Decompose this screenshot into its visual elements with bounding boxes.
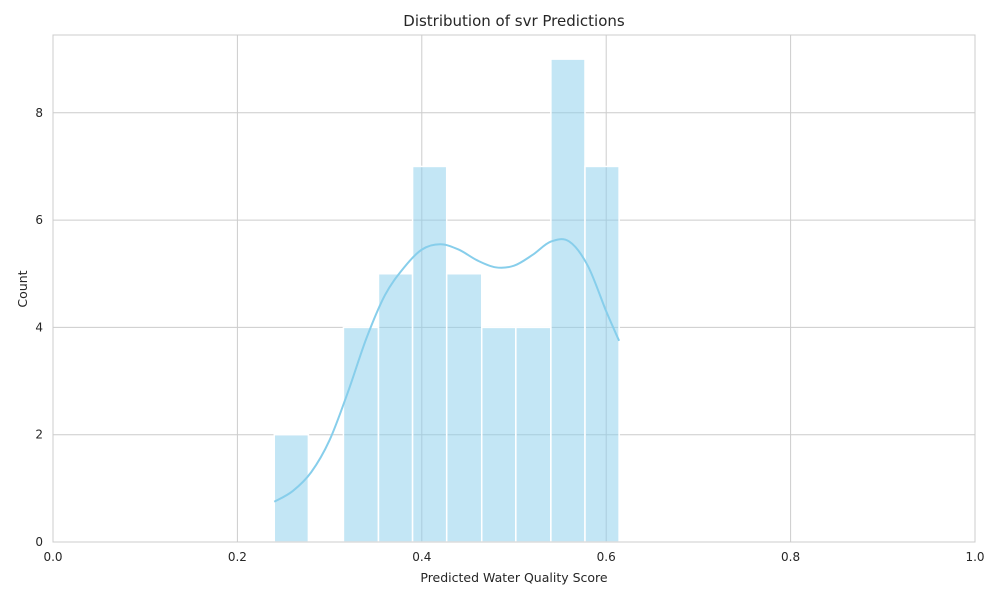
histogram-bar <box>342 326 380 543</box>
y-axis-label: Count <box>15 270 30 307</box>
histogram-bar <box>377 272 414 543</box>
x-tick-label: 0.6 <box>597 550 616 564</box>
x-tick-label: 1.0 <box>965 550 984 564</box>
chart-title: Distribution of svr Predictions <box>403 12 625 30</box>
y-tick-label: 6 <box>35 213 43 227</box>
y-tick-label: 8 <box>35 106 43 120</box>
x-axis-label: Predicted Water Quality Score <box>420 570 608 585</box>
histogram-bar <box>515 326 552 543</box>
x-tick-label: 0.2 <box>228 550 247 564</box>
histogram-bar <box>273 433 310 543</box>
y-tick-label: 2 <box>35 428 43 442</box>
histogram-bar <box>445 272 483 543</box>
histogram-bar <box>411 165 448 543</box>
y-tick-label: 4 <box>35 320 43 334</box>
x-tick-label: 0.4 <box>412 550 431 564</box>
ticks-layer: 0.0 0.2 0.4 0.6 0.8 1.0 0 2 4 6 8 <box>35 106 984 564</box>
y-tick-label: 0 <box>35 535 43 549</box>
histogram-bar <box>584 165 620 543</box>
histogram-bar <box>550 58 586 543</box>
plot-frame <box>52 34 976 543</box>
x-tick-label: 0.8 <box>781 550 800 564</box>
bars-layer <box>273 58 620 543</box>
histogram-bar <box>480 326 517 543</box>
x-tick-label: 0.0 <box>43 550 62 564</box>
kde-curve <box>273 238 621 503</box>
